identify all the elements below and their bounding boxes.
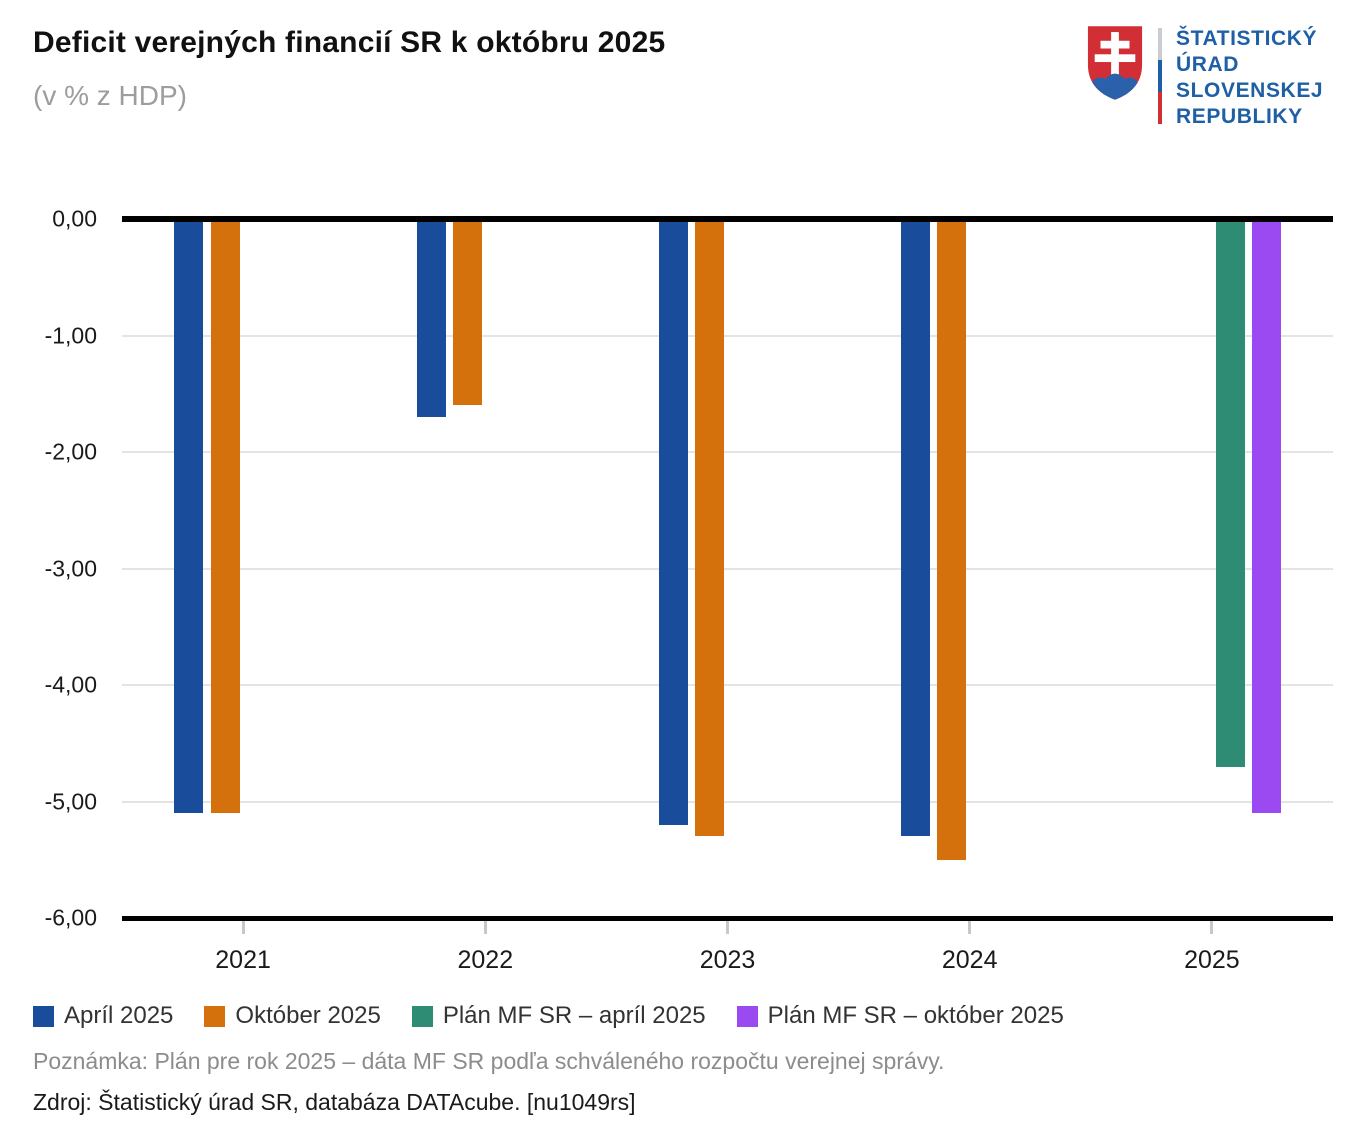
logo-text-line: REPUBLIKY	[1176, 105, 1303, 128]
slovak-coat-of-arms-icon	[1087, 26, 1143, 100]
x-axis-tick-mark	[241, 921, 245, 934]
chart-source: Zdroj: Štatistický úrad SR, databáza DAT…	[33, 1089, 636, 1115]
bar-2021-series1	[174, 217, 204, 814]
legend-label: Plán MF SR – apríl 2025	[442, 1002, 706, 1029]
bar-2022-series2	[452, 217, 482, 406]
legend-item: Október 2025	[204, 1002, 381, 1030]
legend-swatch-icon	[204, 1005, 226, 1027]
x-axis-tick-mark	[483, 921, 487, 934]
x-axis-category-label: 2023	[699, 946, 756, 974]
x-axis-category-label: 2025	[1184, 946, 1240, 974]
gridline	[122, 451, 1333, 453]
x-axis-tick-mark	[726, 921, 729, 934]
legend-label: Apríl 2025	[64, 1002, 174, 1029]
chart-subtitle: (v % z HDP)	[33, 80, 187, 111]
chart-legend: Apríl 2025 Október 2025 Plán MF SR – apríl…	[33, 1002, 1064, 1030]
chart-note: Poznámka: Plán pre rok 2025 – dáta MF SR…	[33, 1048, 945, 1074]
y-axis-tick-label: -2,00	[44, 438, 97, 465]
y-axis-tick-label: 0,00	[52, 205, 97, 232]
y-axis-tick-label: -6,00	[44, 904, 97, 931]
gridline	[122, 800, 1333, 803]
legend-swatch-icon	[736, 1005, 758, 1027]
logo-text-line: ÚRAD	[1176, 53, 1240, 76]
bar-2024-series2	[937, 217, 967, 860]
bar-2021-series2	[210, 217, 240, 814]
bar-2023-series2	[694, 217, 724, 837]
legend-label: Plán MF SR – október 2025	[767, 1002, 1064, 1029]
bar-2025-series3	[1215, 217, 1245, 767]
gridline	[122, 334, 1333, 337]
susr-logo: ŠTATISTICKÝ ÚRAD SLOVENSKEJ REPUBLIKY	[1086, 22, 1336, 134]
gridline	[122, 567, 1333, 570]
y-axis-tick-label: -5,00	[44, 788, 97, 814]
logo-divider	[1158, 28, 1162, 124]
zero-axis-line	[122, 216, 1333, 222]
x-axis-tick-mark	[968, 921, 972, 934]
x-axis-line	[122, 915, 1333, 921]
logo-text: ŠTATISTICKÝ ÚRAD SLOVENSKEJ REPUBLIKY	[1176, 26, 1323, 130]
legend-item: Plán MF SR – október 2025	[736, 1002, 1064, 1030]
y-axis-tick-label: -4,00	[44, 671, 97, 698]
bar-chart-plot-area: 0,00 -1,00 -2,00 -3,00 -4,00 -5,00 -6,00 2021 20…	[44, 205, 1333, 974]
legend-swatch-icon	[33, 1005, 54, 1027]
legend-label: Október 2025	[235, 1002, 381, 1029]
legend-item: Plán MF SR – apríl 2025	[411, 1002, 706, 1030]
legend-swatch-icon	[411, 1005, 433, 1027]
bar-2023-series1	[658, 217, 688, 825]
bar-2024-series1	[900, 217, 930, 837]
x-axis-category-label: 2021	[215, 946, 271, 974]
logo-text-line: SLOVENSKEJ	[1176, 79, 1324, 102]
legend-item: Apríl 2025	[33, 1002, 173, 1030]
y-axis-tick-label: -3,00	[44, 555, 97, 581]
x-axis-tick-mark	[1210, 921, 1214, 934]
logo-text-line: ŠTATISTICKÝ	[1176, 27, 1318, 50]
bar-2025-series4	[1251, 217, 1281, 814]
x-axis-category-label: 2022	[457, 946, 514, 974]
gridline	[122, 684, 1333, 686]
y-axis-tick-label: -1,00	[44, 322, 97, 348]
x-axis-category-label: 2024	[941, 946, 998, 974]
chart-title: Deficit verejných financií SR k októbru …	[33, 26, 666, 59]
bar-2022-series1	[416, 217, 446, 418]
